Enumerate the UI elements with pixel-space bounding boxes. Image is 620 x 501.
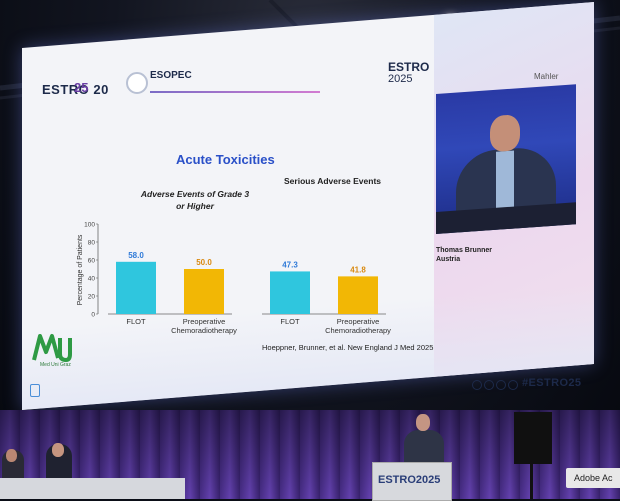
estro-brand-right-name: ESTRO bbox=[388, 60, 430, 74]
speaker-name-label: Thomas Brunner Austria bbox=[436, 246, 492, 264]
estro-header-year: 25 bbox=[74, 80, 89, 95]
stage-speaker-head bbox=[416, 414, 430, 431]
chart-subtitle-left: Adverse Events of Grade 3 or Higher bbox=[140, 189, 250, 211]
panelist-head bbox=[52, 443, 64, 457]
med-uni-graz-logo-text: Med Uni Graz bbox=[40, 362, 71, 368]
x-category-label: Chemoradiotherapy bbox=[325, 326, 391, 335]
estro-brand-right-year: 2025 bbox=[388, 73, 413, 85]
bar-preop-crt bbox=[338, 276, 378, 314]
stage-speaker bbox=[404, 414, 444, 466]
speaker-head bbox=[490, 114, 520, 153]
speaker-name: Thomas Brunner bbox=[436, 247, 493, 254]
phone-icon bbox=[30, 384, 40, 397]
x-category-label: Preoperative bbox=[337, 317, 380, 326]
bar-flot bbox=[270, 271, 310, 314]
x-category-label: FLOT bbox=[126, 317, 146, 326]
instagram-icon bbox=[496, 380, 506, 390]
trial-name: ESOPEC bbox=[150, 70, 192, 81]
panel-table bbox=[0, 478, 185, 499]
corner-label: Adobe Ac bbox=[566, 468, 620, 488]
chart-subtitle-right: Serious Adverse Events bbox=[284, 176, 382, 186]
loudspeaker-stand bbox=[530, 464, 533, 499]
stage-speaker-body bbox=[404, 430, 444, 466]
bar-flot bbox=[116, 261, 156, 314]
bar-value-label: 41.8 bbox=[350, 265, 366, 274]
bar-value-label: 58.0 bbox=[128, 251, 144, 260]
y-tick-label: 40 bbox=[88, 276, 96, 283]
speaker-country: Austria bbox=[436, 256, 461, 263]
panelist-head bbox=[6, 449, 17, 462]
lectern-label: ESTRO2025 bbox=[378, 474, 441, 486]
x-category-label: Preoperative bbox=[183, 317, 226, 326]
lectern bbox=[372, 462, 452, 501]
toxicity-bar-chart: Percentage of Patients 0 20 40 60 80 100 58.0 FL… bbox=[77, 222, 391, 336]
y-axis-label: Percentage of Patients bbox=[77, 234, 84, 305]
bar-preop-crt bbox=[184, 269, 224, 314]
x-category-label: Chemoradiotherapy bbox=[171, 326, 237, 335]
linkedin-icon bbox=[508, 380, 518, 390]
y-tick-label: 0 bbox=[91, 312, 95, 319]
bar-value-label: 47.3 bbox=[282, 260, 298, 269]
y-tick-label: 60 bbox=[88, 258, 96, 265]
slide-title: Acute Toxicities bbox=[176, 152, 275, 167]
med-uni-graz-logo bbox=[32, 334, 72, 363]
stage-loudspeaker bbox=[514, 412, 552, 464]
y-tick-label: 100 bbox=[84, 222, 95, 229]
bar-value-label: 50.0 bbox=[196, 258, 212, 267]
x-icon bbox=[472, 380, 482, 390]
y-tick-label: 20 bbox=[88, 294, 96, 301]
presenter-top-label: Mahler bbox=[534, 72, 559, 81]
citation: Hoeppner, Brunner, et al. New England J … bbox=[262, 343, 434, 352]
footer-hashtag: #ESTRO25 bbox=[522, 377, 582, 389]
estro-header-brand: ESTRO 20 bbox=[42, 82, 109, 97]
y-tick-label: 80 bbox=[88, 240, 96, 247]
facebook-icon bbox=[484, 380, 494, 390]
trial-badge-icon bbox=[126, 72, 148, 94]
header-divider bbox=[150, 91, 320, 93]
speaker-video bbox=[436, 84, 576, 235]
estro-brand-right: ESTRO 2025 bbox=[388, 61, 429, 85]
x-category-label: FLOT bbox=[280, 317, 300, 326]
